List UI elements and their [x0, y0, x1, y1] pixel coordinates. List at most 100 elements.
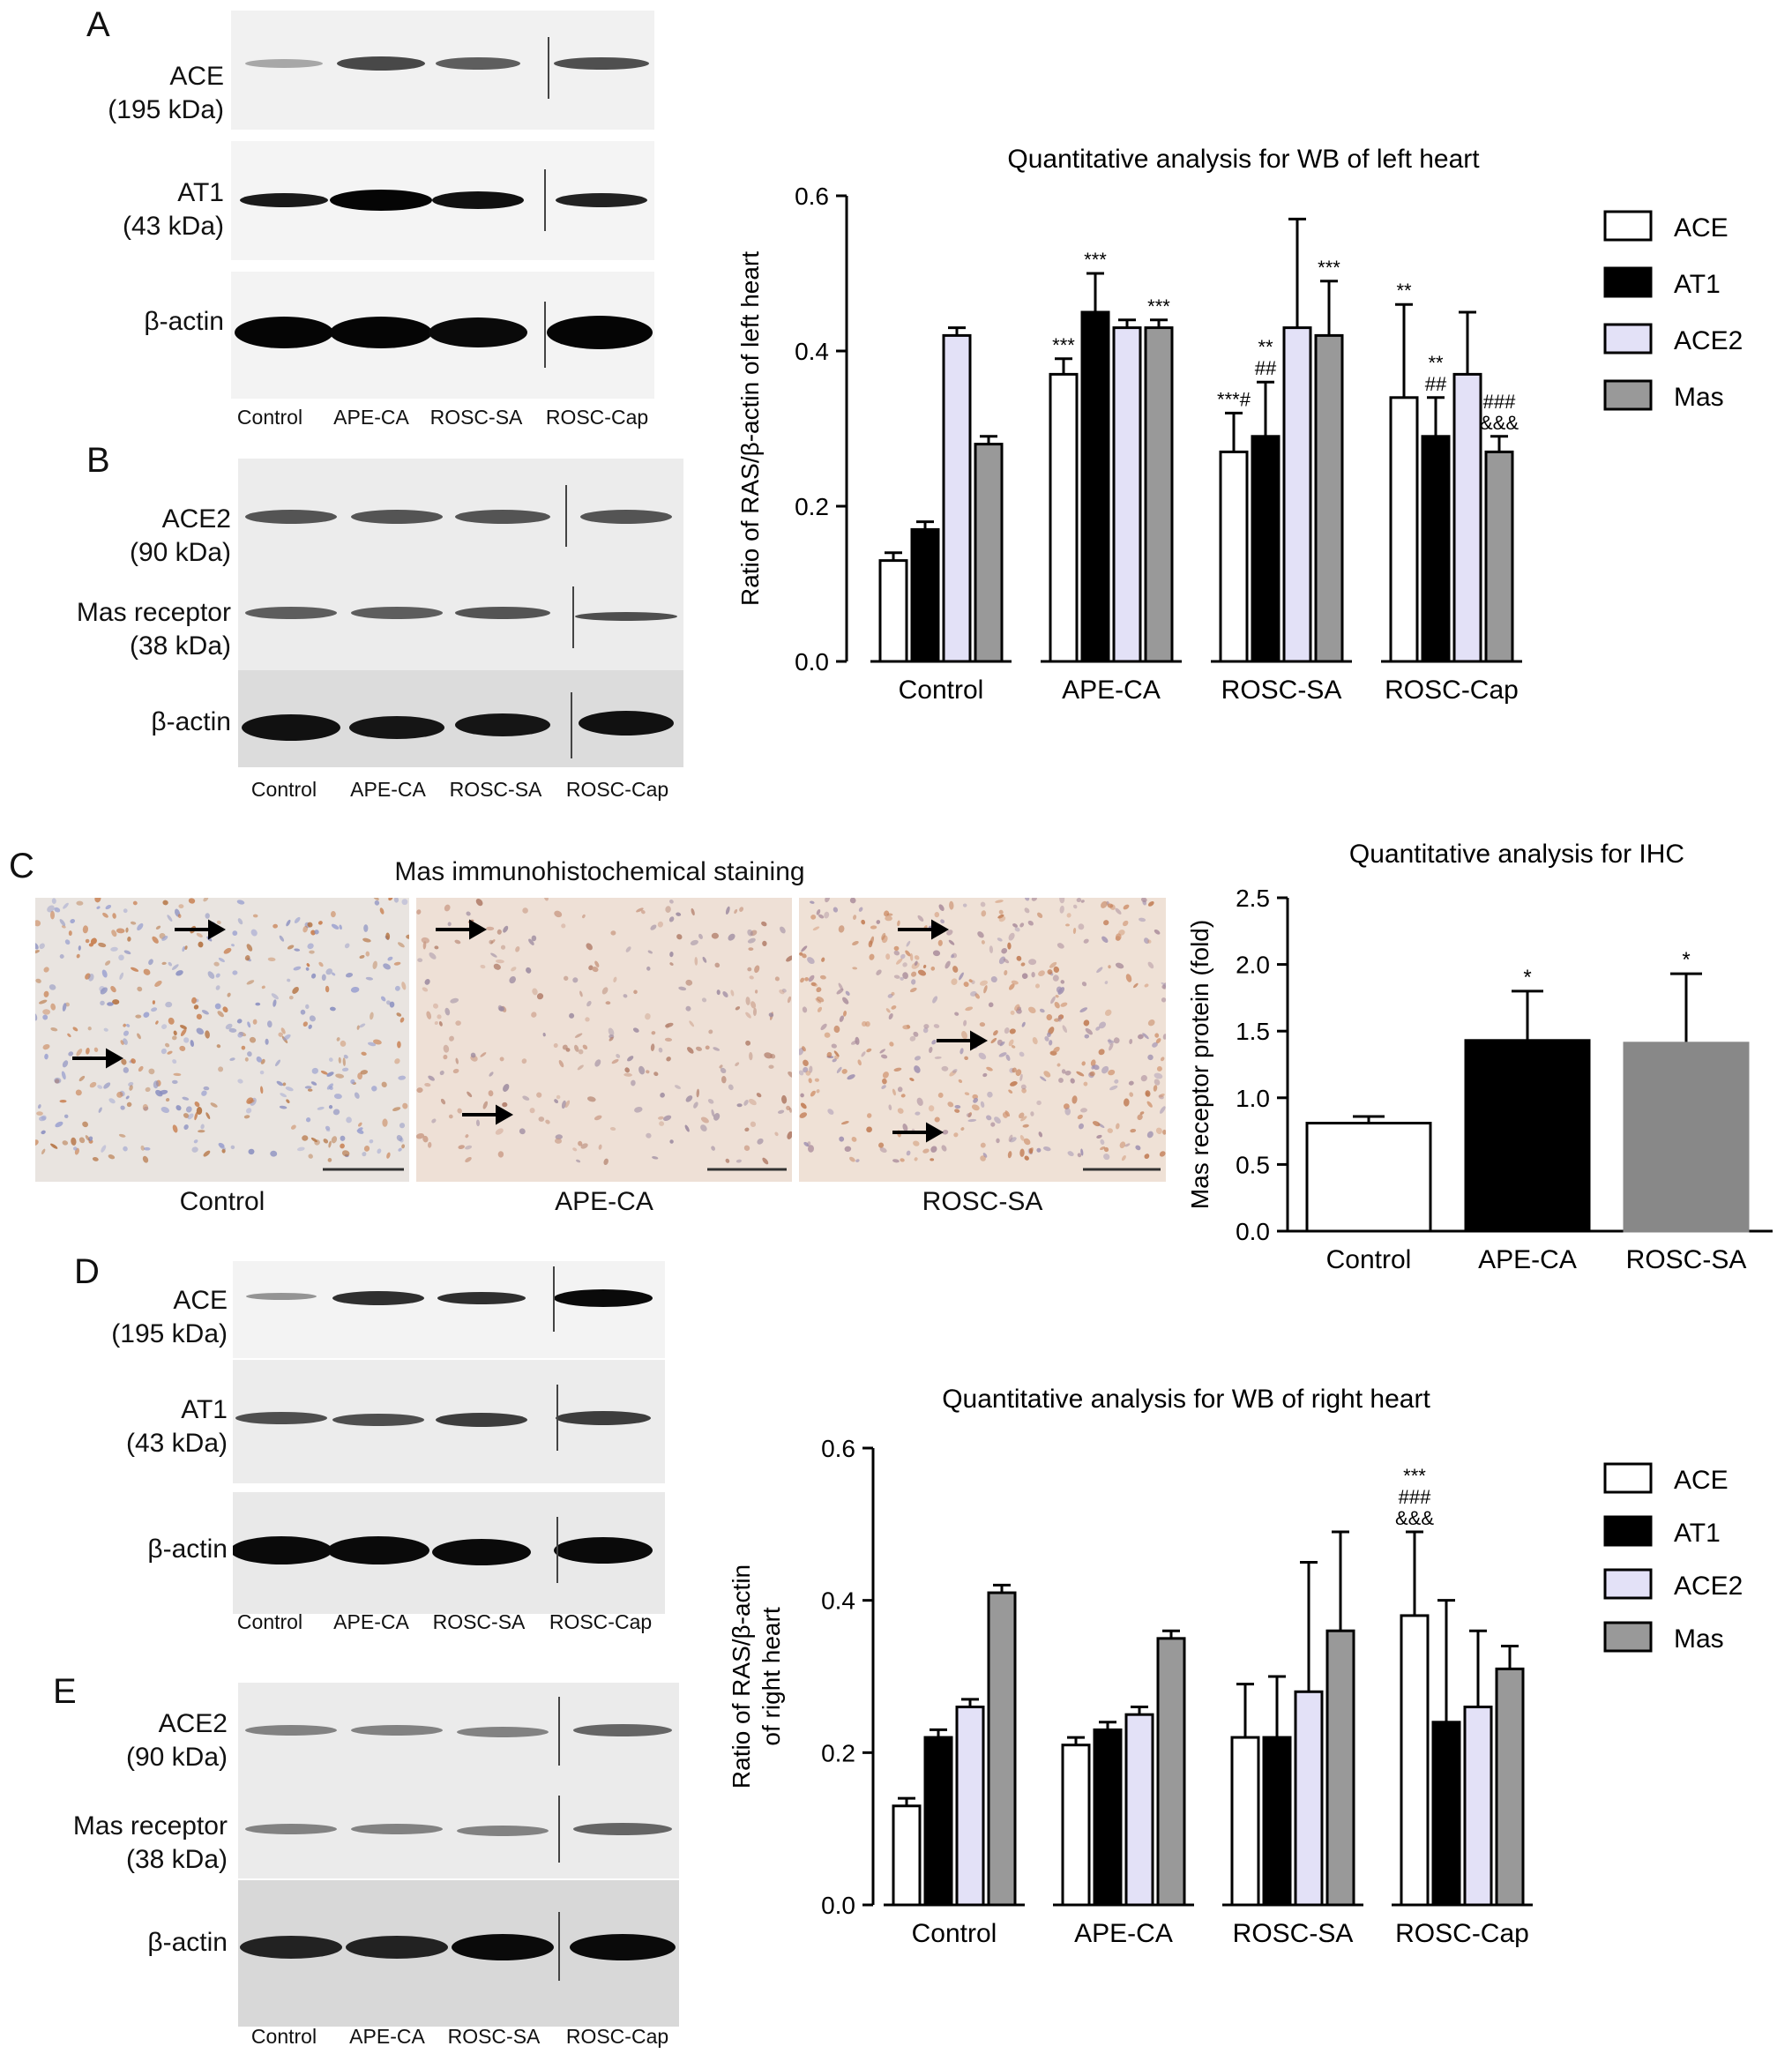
bar: [942, 333, 972, 663]
blot-label-ace: ACE (195 kDa): [35, 1284, 228, 1351]
bar: [987, 1591, 1017, 1907]
y-tick-label: 2.0: [1236, 952, 1270, 979]
blot-row-size: (43 kDa): [122, 212, 224, 241]
blot-label-at1: AT1 (43 kDa): [35, 176, 224, 243]
chart-left-heart: Quantitative analysis for WB of left hea…: [736, 145, 1743, 705]
x-tick-label: Control: [1326, 1245, 1412, 1274]
bar: [1464, 1039, 1591, 1233]
arrow-icon: [937, 1030, 989, 1051]
y-tick-label: 0.0: [795, 648, 829, 676]
x-tick-label: APE-CA: [1062, 676, 1161, 705]
bar: [1080, 310, 1110, 663]
legend-swatch: [1603, 1568, 1653, 1600]
bar: [1156, 1637, 1186, 1907]
bar: [1230, 1736, 1260, 1907]
panel-letter-e: E: [53, 1672, 77, 1711]
ihc-label: ROSC-SA: [922, 1187, 1043, 1216]
ihc-title: Mas immunohistochemical staining: [394, 857, 805, 886]
significance-marker: *: [1682, 948, 1690, 972]
blot-row-size: (38 kDa): [129, 631, 231, 661]
x-tick-label: APE-CA: [1478, 1245, 1577, 1274]
lane-label: ROSC-SA: [447, 2025, 541, 2048]
blot-row-size: (90 kDa): [125, 1743, 228, 1772]
lane-label: Control: [236, 1610, 303, 1633]
y-tick-label: 0.5: [1236, 1151, 1270, 1178]
blot-row-name: ACE: [173, 1286, 228, 1315]
legend-label: Mas: [1674, 383, 1724, 412]
y-tick-label: 0.4: [821, 1587, 855, 1615]
legend-swatch: [1603, 266, 1653, 298]
bar: [1144, 326, 1174, 663]
x-tick-label: ROSC-Cap: [1395, 1919, 1529, 1948]
arrow-icon: [175, 919, 227, 940]
blot-row-size: (43 kDa): [125, 1429, 228, 1458]
bar: [1431, 1721, 1461, 1907]
blot-row-name: β-actin: [147, 1535, 228, 1564]
bar: [1305, 1122, 1432, 1233]
arrow-icon: [72, 1048, 124, 1069]
blot-row-size: (195 kDa): [111, 1319, 228, 1348]
lane-label: ROSC-Cap: [549, 1610, 653, 1633]
ihc-image-ape-ca: [416, 898, 792, 1182]
significance-marker: ***#: [1217, 388, 1251, 410]
lane-label: ROSC-SA: [449, 778, 542, 801]
lane-label: APE-CA: [333, 406, 409, 429]
bar: [1061, 1744, 1091, 1907]
lane-label: ROSC-Cap: [565, 2025, 669, 2048]
blot-label-beta-actin: β-actin: [35, 305, 224, 339]
legend-label: ACE: [1674, 1466, 1729, 1495]
ihc-image-control: [35, 898, 409, 1182]
legend-swatch: [1603, 210, 1653, 242]
lane-label: Control: [250, 2025, 317, 2048]
blot-label-beta-actin: β-actin: [35, 1533, 228, 1566]
blot-row-name: ACE2: [161, 504, 231, 534]
western-blot-e: [238, 1683, 679, 2027]
y-axis-label: of right heart: [758, 1607, 785, 1745]
western-blot-b: [238, 459, 683, 767]
blot-label-at1: AT1 (43 kDa): [35, 1393, 228, 1460]
blot-row-name: AT1: [181, 1395, 228, 1424]
legend-swatch: [1603, 1621, 1653, 1653]
bar: [1389, 396, 1419, 663]
y-axis-label: Ratio of RAS/β-actin: [728, 1564, 755, 1788]
bar: [910, 527, 940, 663]
lane-label: APE-CA: [349, 2025, 425, 2048]
bar: [1325, 1629, 1355, 1907]
blot-label-mas-receptor: Mas receptor (38 kDa): [35, 596, 231, 663]
bar: [1112, 326, 1142, 663]
x-tick-label: ROSC-SA: [1221, 676, 1342, 705]
blot-label-ace2: ACE2 (90 kDa): [26, 1707, 228, 1774]
bar: [1400, 1614, 1430, 1907]
blot-row-name: β-actin: [144, 307, 224, 336]
ihc-label: Control: [179, 1187, 265, 1216]
y-tick-label: 0.4: [795, 338, 829, 365]
x-tick-label: APE-CA: [1074, 1919, 1173, 1948]
blot-row-name: β-actin: [147, 1928, 228, 1957]
chart-title: Quantitative analysis for WB of left hea…: [1007, 145, 1480, 174]
western-blot-a: [231, 11, 654, 399]
blot-row-size: (195 kDa): [108, 95, 224, 124]
bar: [1049, 372, 1079, 663]
lane-label: ROSC-Cap: [545, 406, 649, 429]
bar: [1452, 372, 1482, 663]
arrow-icon: [436, 919, 488, 940]
chart-ihc: Quantitative analysis for IHC 0.0 0.5 1.0 1.…: [1186, 840, 1773, 1274]
ihc-label: APE-CA: [555, 1187, 653, 1216]
bar: [878, 559, 908, 663]
significance-marker: &&&: [1480, 412, 1519, 434]
y-tick-label: 0.0: [1236, 1218, 1270, 1245]
bar: [1314, 333, 1344, 663]
arrow-icon: [898, 919, 950, 940]
x-tick-label: Control: [912, 1919, 997, 1948]
legend-label: ACE2: [1674, 1572, 1743, 1601]
significance-marker: ##: [1255, 357, 1277, 379]
blot-row-size: (38 kDa): [125, 1845, 228, 1874]
significance-marker: ***: [1084, 249, 1107, 271]
blot-row-name: Mas receptor: [72, 1811, 228, 1841]
panel-letter-c: C: [9, 847, 34, 885]
y-tick-label: 0.6: [795, 183, 829, 210]
significance-marker: ***: [1318, 257, 1340, 279]
legend-label: AT1: [1674, 270, 1721, 299]
bar: [1463, 1706, 1493, 1907]
lane-label: APE-CA: [350, 778, 426, 801]
